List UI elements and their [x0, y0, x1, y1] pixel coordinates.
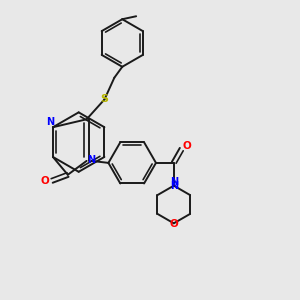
Text: N: N — [46, 117, 54, 127]
Text: O: O — [40, 176, 50, 186]
Text: N: N — [170, 177, 178, 187]
Text: O: O — [169, 219, 178, 229]
Text: O: O — [182, 141, 191, 151]
Text: S: S — [100, 94, 108, 104]
Text: N: N — [170, 181, 178, 191]
Text: N: N — [88, 155, 96, 165]
